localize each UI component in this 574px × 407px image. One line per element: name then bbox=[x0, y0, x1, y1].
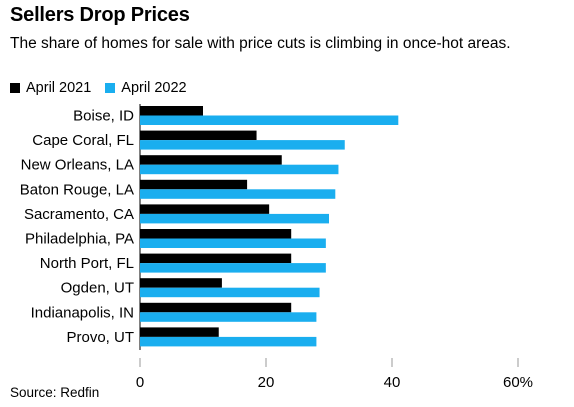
x-tick-label-0: 0 bbox=[136, 374, 144, 391]
bar-april-2022-new-orleans-la bbox=[140, 164, 339, 175]
bar-april-2021-provo-ut bbox=[140, 327, 219, 337]
category-label-cape-coral-fl: Cape Coral, FL bbox=[32, 132, 134, 149]
bar-april-2022-sacramento-ca bbox=[140, 213, 329, 224]
chart-subtitle: The share of homes for sale with price c… bbox=[10, 35, 511, 52]
bar-april-2022-indianapolis-in bbox=[140, 312, 317, 322]
bar-april-2022-north-port-fl bbox=[140, 263, 326, 273]
x-tick-label-60: 60% bbox=[503, 374, 533, 391]
legend-label-april-2021: April 2021 bbox=[26, 80, 92, 96]
x-tick-label-40: 40 bbox=[384, 374, 401, 391]
bar-april-2021-new-orleans-la bbox=[140, 155, 282, 165]
bar-april-2022-baton-rouge-la bbox=[140, 189, 336, 199]
category-label-sacramento-ca: Sacramento, CA bbox=[24, 206, 134, 223]
category-label-ogden-ut: Ogden, UT bbox=[61, 280, 134, 297]
category-label-new-orleans-la: New Orleans, LA bbox=[21, 157, 134, 174]
legend-item-april-2021: April 2021 bbox=[10, 80, 91, 96]
bar-april-2021-ogden-ut bbox=[140, 278, 222, 288]
legend-swatch-april-2022 bbox=[105, 83, 116, 93]
legend-swatch-april-2021 bbox=[10, 83, 20, 93]
bar-april-2021-cape-coral-fl bbox=[140, 130, 257, 141]
bar-april-2021-philadelphia-pa bbox=[140, 229, 292, 239]
category-label-provo-ut: Provo, UT bbox=[66, 329, 134, 346]
chart-title: Sellers Drop Prices bbox=[10, 4, 190, 26]
bar-april-2022-ogden-ut bbox=[140, 287, 320, 298]
bar-april-2021-north-port-fl bbox=[140, 253, 292, 264]
bar-april-2021-boise-id bbox=[140, 106, 203, 116]
bar-april-2022-boise-id bbox=[140, 115, 399, 125]
legend: April 2021 April 2022 bbox=[10, 80, 201, 96]
bar-april-2022-cape-coral-fl bbox=[140, 140, 345, 150]
bar-april-2022-philadelphia-pa bbox=[140, 238, 326, 248]
bar-april-2021-baton-rouge-la bbox=[140, 179, 248, 190]
bar-april-2021-indianapolis-in bbox=[140, 302, 292, 313]
category-label-baton-rouge-la: Baton Rouge, LA bbox=[20, 181, 134, 198]
category-label-indianapolis-in: Indianapolis, IN bbox=[31, 304, 134, 321]
category-label-philadelphia-pa: Philadelphia, PA bbox=[25, 231, 134, 248]
legend-label-april-2022: April 2022 bbox=[121, 80, 187, 96]
category-label-boise-id: Boise, ID bbox=[73, 108, 134, 125]
bar-april-2022-provo-ut bbox=[140, 336, 317, 347]
bar-april-2021-sacramento-ca bbox=[140, 204, 270, 214]
source-note: Source: Redfin bbox=[10, 385, 100, 400]
category-label-north-port-fl: North Port, FL bbox=[40, 255, 134, 272]
legend-item-april-2022: April 2022 bbox=[105, 80, 187, 96]
x-tick-label-20: 20 bbox=[258, 374, 275, 391]
